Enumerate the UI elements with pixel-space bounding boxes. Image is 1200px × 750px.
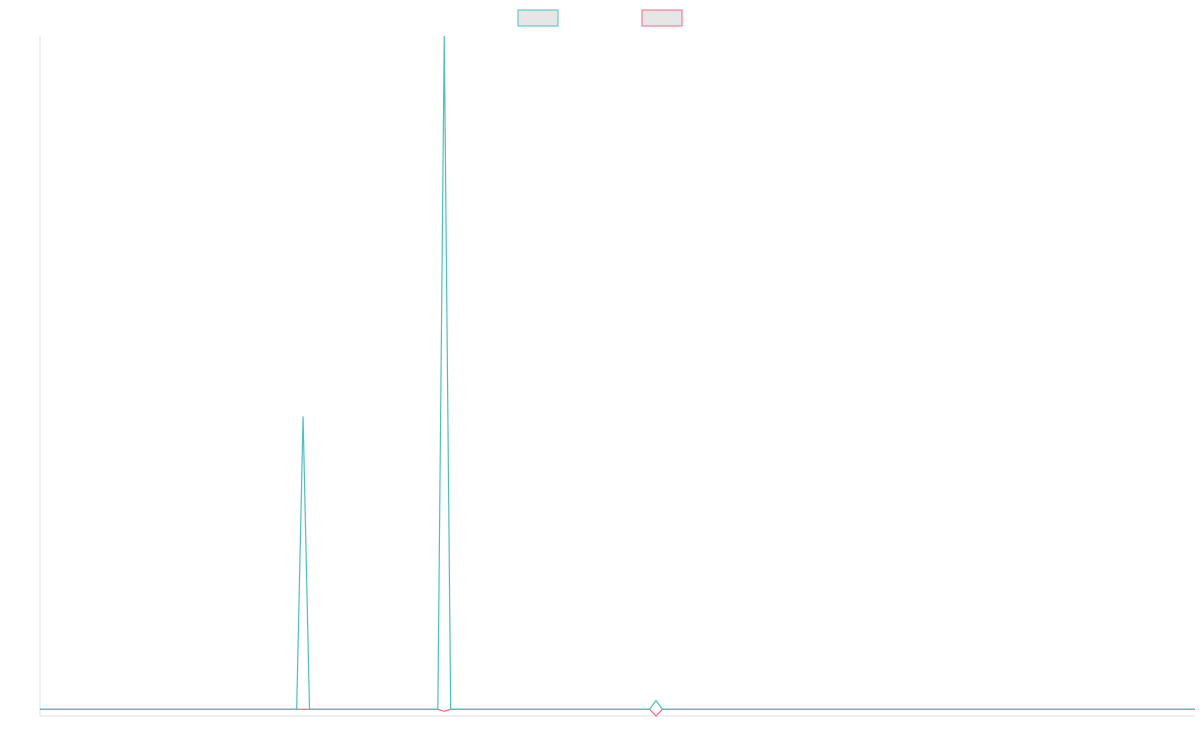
line-series <box>40 35 1195 710</box>
line-series <box>40 708 1195 717</box>
legend-swatch <box>517 9 559 27</box>
legend-swatch <box>641 9 683 27</box>
